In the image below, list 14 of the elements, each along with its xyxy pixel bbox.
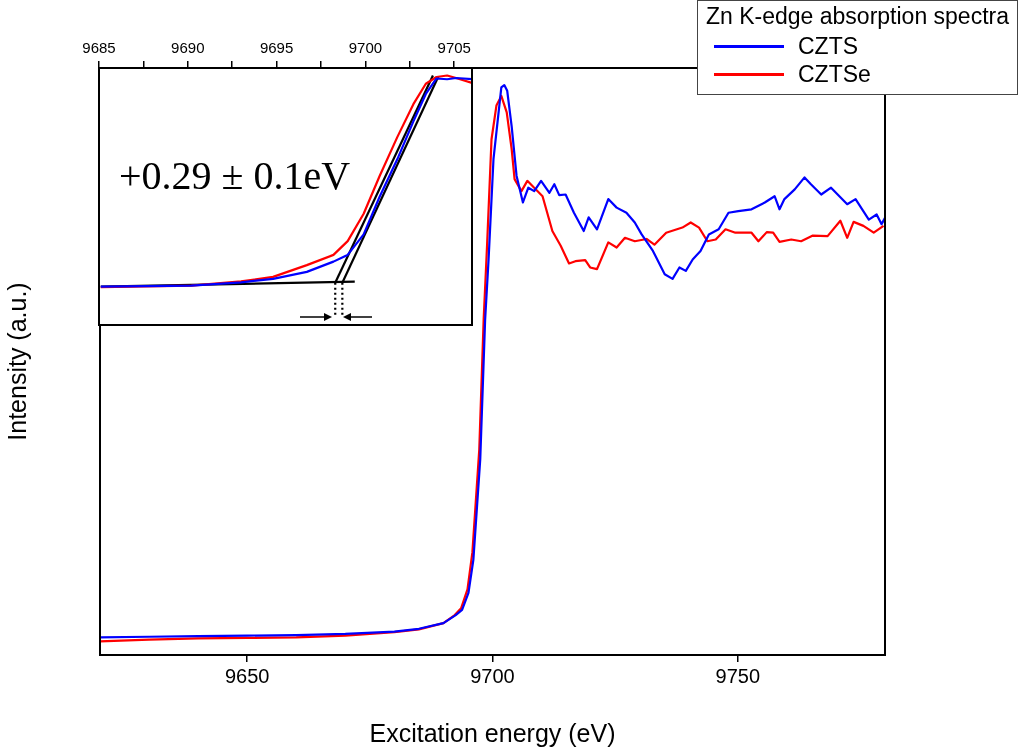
x-tick-label: 9690	[171, 39, 205, 57]
y-axis-title: Intensity (a.u.)	[2, 282, 31, 441]
x-tick-label: 9700	[348, 39, 383, 57]
annotation: +0.29 ± 0.1eV	[119, 152, 351, 199]
x-tick-label: 9750	[715, 664, 761, 687]
legend-label: CZTSe	[797, 60, 871, 88]
x-tick-label: 9685	[82, 39, 116, 57]
x-tick-label: 9700	[470, 664, 515, 687]
x-tick-label: 9695	[259, 39, 294, 57]
x-tick-label: 9650	[224, 664, 270, 687]
x-tick-label: 9705	[437, 39, 471, 57]
legend-label: CZTS	[797, 32, 859, 60]
x-axis-title: Excitation energy (eV)	[369, 718, 616, 747]
legend-title: Zn K-edge absorption spectra	[705, 3, 1009, 30]
